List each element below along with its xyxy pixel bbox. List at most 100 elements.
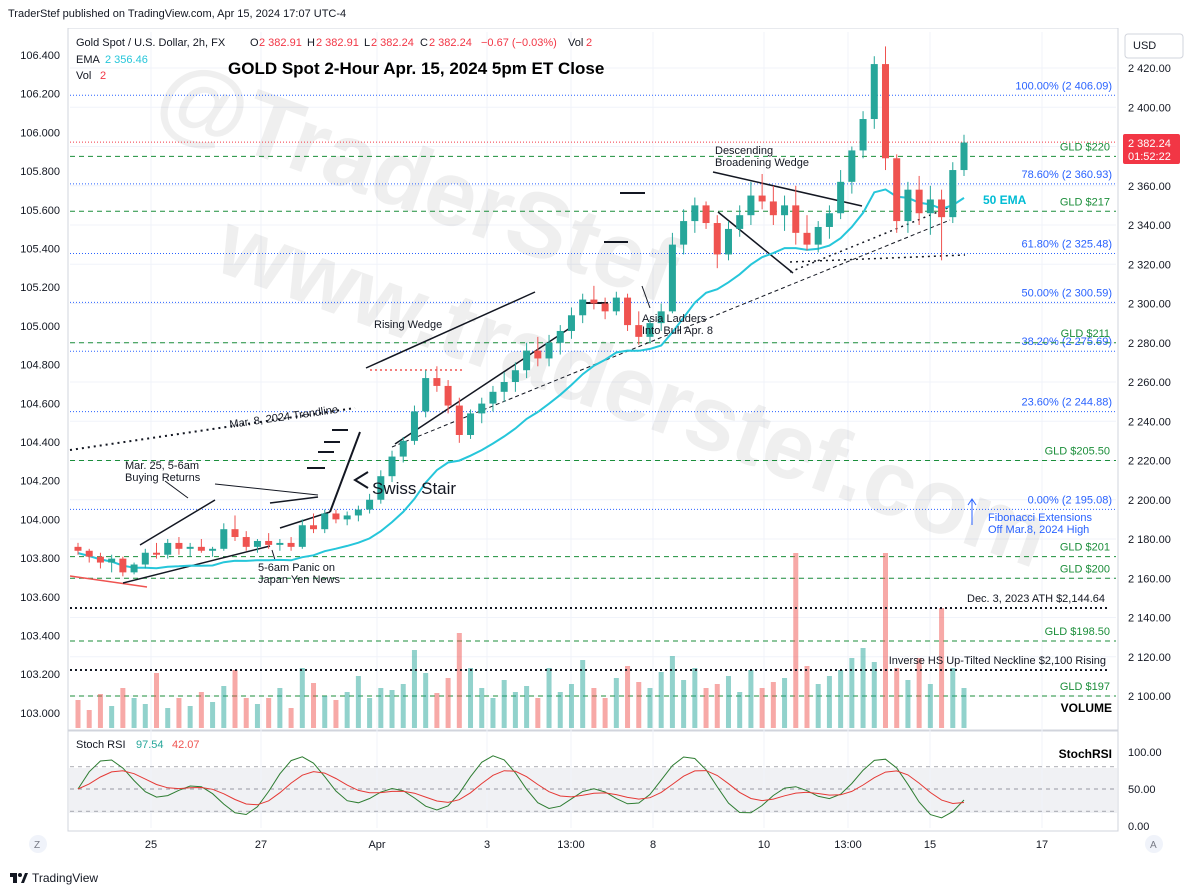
volume-bar bbox=[187, 706, 193, 728]
gld-label: GLD $197 bbox=[1060, 681, 1110, 693]
x-tick: 3 bbox=[484, 839, 490, 851]
volume-bar bbox=[950, 668, 956, 728]
candle-body bbox=[848, 150, 856, 182]
x-tick: Apr bbox=[368, 839, 385, 851]
volume-bar bbox=[557, 692, 563, 728]
volume-bar bbox=[602, 698, 608, 728]
levels: 100.00% (2 406.09) 78.60% (2 360.93) 61.80… bbox=[70, 80, 1116, 697]
candle-body bbox=[870, 64, 878, 120]
volume-bar bbox=[871, 662, 877, 728]
volume-bar bbox=[131, 698, 137, 728]
y-tick-left: 104.600 bbox=[20, 398, 60, 410]
candle-body bbox=[96, 556, 104, 563]
fib-label: 50.00% (2 300.59) bbox=[1021, 287, 1112, 299]
volume-bar bbox=[378, 688, 384, 728]
candle-body bbox=[736, 215, 744, 229]
volume-bar bbox=[445, 678, 451, 728]
asia-line1: Asia Ladders bbox=[642, 313, 707, 325]
candle-body bbox=[713, 223, 721, 255]
candle-body bbox=[388, 456, 396, 477]
volume-bar bbox=[423, 673, 429, 728]
volume-bars bbox=[75, 553, 967, 728]
volume-bar bbox=[669, 656, 675, 728]
ohlc-c-label: C bbox=[420, 37, 428, 49]
candle-body bbox=[478, 403, 486, 414]
volume-bar bbox=[97, 694, 103, 728]
candle-body bbox=[724, 228, 732, 255]
volume-bar bbox=[109, 706, 115, 728]
candle-body bbox=[691, 205, 699, 222]
x-tick: 8 bbox=[650, 839, 656, 851]
candle-body bbox=[354, 509, 362, 516]
candle-body bbox=[567, 315, 575, 331]
y-tick-right: 2 200.00 bbox=[1128, 495, 1171, 507]
chart-area[interactable]: @TraderStef www.traderstef.com 100.00% (… bbox=[0, 28, 1195, 862]
footer: TradingView bbox=[0, 862, 1195, 893]
fib-label: 61.80% (2 325.48) bbox=[1021, 238, 1112, 250]
published-header: TraderStef published on TradingView.com,… bbox=[0, 0, 1195, 28]
ema-path bbox=[77, 188, 965, 570]
candle-body bbox=[926, 199, 934, 214]
candle-body bbox=[108, 558, 116, 563]
volume-bar bbox=[714, 684, 720, 728]
stoch-d: 42.07 bbox=[172, 739, 200, 751]
volume-bar bbox=[232, 670, 238, 728]
volume-bar bbox=[804, 666, 810, 728]
vol-label: Vol bbox=[568, 37, 583, 49]
candle-body bbox=[231, 529, 239, 538]
volume-bar bbox=[882, 553, 888, 728]
x-tick: 10 bbox=[758, 839, 770, 851]
vol2-value: 2 bbox=[100, 70, 106, 82]
candle-body bbox=[175, 542, 183, 549]
price-badge: 2 382.24 01:52:22 bbox=[1123, 134, 1180, 164]
candle-body bbox=[511, 370, 519, 382]
y-tick-right: 2 180.00 bbox=[1128, 534, 1171, 546]
candle-body bbox=[702, 205, 710, 224]
volume-bar bbox=[535, 698, 541, 728]
candle-body bbox=[680, 221, 688, 245]
swiss-stair-label: Swiss Stair bbox=[372, 479, 456, 498]
y-tick-left: 103.000 bbox=[20, 708, 60, 720]
brand-text: TradingView bbox=[32, 871, 99, 885]
volume-bar bbox=[591, 688, 597, 728]
y-tick-right: 2 420.00 bbox=[1128, 63, 1171, 75]
candle-body bbox=[422, 378, 430, 412]
volume-bar bbox=[703, 688, 709, 728]
volume-bar bbox=[389, 690, 395, 728]
volume-bar bbox=[546, 668, 552, 728]
y-tick-right: 2 300.00 bbox=[1128, 299, 1171, 311]
volume-bar bbox=[636, 682, 642, 728]
volume-bar bbox=[647, 688, 653, 728]
volume-bar bbox=[198, 692, 204, 728]
gld-label: GLD $211 bbox=[1061, 328, 1110, 340]
volume-bar bbox=[658, 672, 664, 728]
volume-bar bbox=[411, 650, 417, 728]
ath-label: Dec. 3, 2023 ATH $2,144.64 bbox=[967, 593, 1105, 605]
ema-label: EMA bbox=[76, 54, 101, 66]
stoch-tick: 0.00 bbox=[1128, 821, 1149, 833]
volume-bar bbox=[512, 692, 518, 728]
candle-body bbox=[646, 323, 654, 337]
volume-bar bbox=[815, 684, 821, 728]
volume-bar bbox=[625, 666, 631, 728]
candle-body bbox=[489, 391, 497, 404]
frame bbox=[67, 28, 1119, 832]
candle-body bbox=[859, 119, 867, 151]
x-tick: 27 bbox=[255, 839, 267, 851]
fib-label: 23.60% (2 244.88) bbox=[1021, 397, 1112, 409]
candle-body bbox=[635, 325, 643, 337]
volume-bar bbox=[849, 658, 855, 728]
volume-bar bbox=[86, 710, 92, 728]
volume-bar bbox=[367, 698, 373, 728]
candle-body bbox=[938, 199, 946, 218]
candles bbox=[74, 46, 968, 577]
fib-label: 0.00% (2 195.08) bbox=[1028, 494, 1112, 506]
vol-value: 2 bbox=[586, 37, 592, 49]
volume-bar bbox=[782, 678, 788, 728]
stoch-label: Stoch RSI bbox=[76, 739, 126, 751]
volume-bar bbox=[120, 688, 126, 728]
volume-bar bbox=[322, 696, 328, 728]
volume-bar bbox=[176, 698, 182, 728]
volume-bar bbox=[860, 648, 866, 728]
candle-body bbox=[433, 378, 441, 386]
